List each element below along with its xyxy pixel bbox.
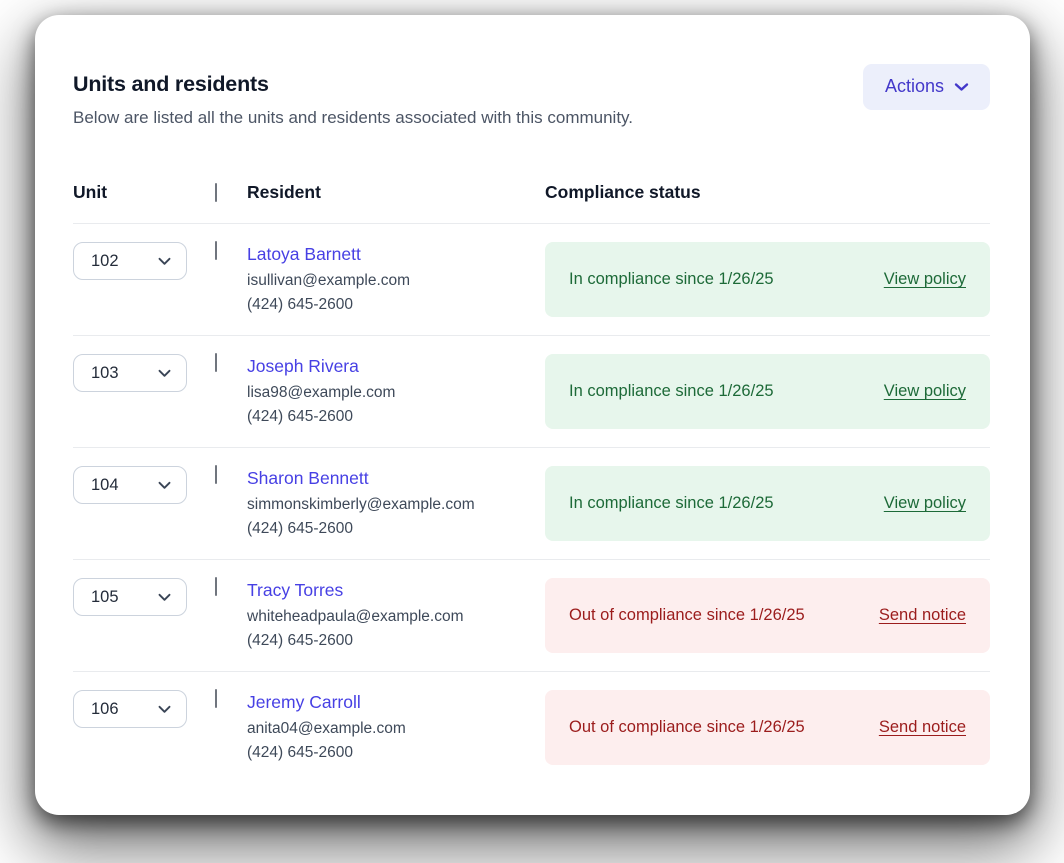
compliance-status-text: In compliance since 1/26/25 — [569, 382, 774, 400]
compliance-cell: Out of compliance since 1/26/25 Send not… — [545, 578, 990, 653]
compliance-action-link[interactable]: View policy — [883, 270, 966, 288]
unit-select-value: 106 — [91, 699, 119, 718]
unit-cell: 104 — [73, 466, 215, 504]
chevron-down-icon — [954, 82, 969, 92]
row-checkbox[interactable] — [215, 577, 217, 596]
units-and-residents-panel: Units and residents Below are listed all… — [35, 15, 1030, 815]
column-header-compliance: Compliance status — [545, 182, 701, 202]
panel-header-text: Units and residents Below are listed all… — [73, 71, 633, 130]
compliance-status-text: In compliance since 1/26/25 — [569, 494, 774, 512]
row-checkbox-cell — [215, 353, 247, 372]
compliance-badge: In compliance since 1/26/25 View policy — [545, 354, 990, 429]
resident-name-link[interactable]: Joseph Rivera — [247, 356, 359, 376]
units-table: Unit Resident Compliance status 102 La — [35, 130, 1030, 783]
resident-name-link[interactable]: Tracy Torres — [247, 580, 344, 600]
resident-email: whiteheadpaula@example.com — [247, 608, 464, 625]
compliance-cell: In compliance since 1/26/25 View policy — [545, 354, 990, 429]
row-checkbox[interactable] — [215, 353, 217, 372]
row-checkbox[interactable] — [215, 689, 217, 708]
table-row: 106 Jeremy Carroll anita04@example.com (… — [73, 672, 990, 783]
row-checkbox-cell — [215, 689, 247, 708]
column-header-resident: Resident — [247, 182, 321, 202]
resident-name-link[interactable]: Latoya Barnett — [247, 244, 361, 264]
resident-phone: (424) 645-2600 — [247, 632, 353, 649]
unit-select[interactable]: 103 — [73, 354, 187, 392]
compliance-action-link[interactable]: Send notice — [878, 718, 966, 736]
unit-select[interactable]: 102 — [73, 242, 187, 280]
resident-phone: (424) 645-2600 — [247, 520, 353, 537]
compliance-status-text: Out of compliance since 1/26/25 — [569, 606, 805, 624]
unit-select[interactable]: 106 — [73, 690, 187, 728]
select-all-checkbox-cell — [215, 182, 247, 202]
compliance-action-link[interactable]: View policy — [883, 382, 966, 400]
table-row: 102 Latoya Barnett isullivan@example.com… — [73, 224, 990, 336]
page-subtitle: Below are listed all the units and resid… — [73, 108, 634, 127]
compliance-badge: In compliance since 1/26/25 View policy — [545, 466, 990, 541]
compliance-cell: In compliance since 1/26/25 View policy — [545, 242, 990, 317]
select-all-checkbox[interactable] — [215, 182, 217, 202]
chevron-down-icon — [158, 364, 171, 383]
actions-button[interactable]: Actions — [862, 64, 990, 110]
page-title: Units and residents — [73, 72, 269, 96]
unit-select[interactable]: 104 — [73, 466, 187, 504]
row-checkbox-cell — [215, 577, 247, 596]
compliance-badge: Out of compliance since 1/26/25 Send not… — [545, 578, 990, 653]
row-checkbox-cell — [215, 241, 247, 260]
chevron-down-icon — [158, 476, 171, 495]
compliance-action-link[interactable]: Send notice — [878, 606, 966, 624]
resident-email: simmonskimberly@example.com — [247, 496, 475, 513]
table-row: 105 Tracy Torres whiteheadpaula@example.… — [73, 560, 990, 672]
table-header-row: Unit Resident Compliance status — [73, 130, 990, 224]
resident-cell: Latoya Barnett isullivan@example.com (42… — [247, 242, 545, 317]
table-row: 104 Sharon Bennett simmonskimberly@examp… — [73, 448, 990, 560]
unit-cell: 106 — [73, 690, 215, 728]
resident-name-link[interactable]: Sharon Bennett — [247, 468, 369, 488]
unit-cell: 105 — [73, 578, 215, 616]
table-body: 102 Latoya Barnett isullivan@example.com… — [73, 224, 990, 783]
unit-cell: 102 — [73, 242, 215, 280]
row-checkbox[interactable] — [215, 465, 217, 484]
resident-cell: Jeremy Carroll anita04@example.com (424)… — [247, 690, 545, 765]
row-checkbox-cell — [215, 465, 247, 484]
resident-cell: Joseph Rivera lisa98@example.com (424) 6… — [247, 354, 545, 429]
unit-cell: 103 — [73, 354, 215, 392]
unit-select-value: 102 — [91, 251, 119, 270]
resident-phone: (424) 645-2600 — [247, 296, 353, 313]
compliance-action-link[interactable]: View policy — [883, 494, 966, 512]
resident-cell: Tracy Torres whiteheadpaula@example.com … — [247, 578, 545, 653]
panel-header: Units and residents Below are listed all… — [35, 15, 1030, 130]
resident-phone: (424) 645-2600 — [247, 744, 353, 761]
compliance-cell: Out of compliance since 1/26/25 Send not… — [545, 690, 990, 765]
chevron-down-icon — [158, 588, 171, 607]
column-header-unit: Unit — [73, 182, 108, 202]
compliance-status-text: Out of compliance since 1/26/25 — [569, 718, 805, 736]
compliance-badge: In compliance since 1/26/25 View policy — [545, 242, 990, 317]
compliance-badge: Out of compliance since 1/26/25 Send not… — [545, 690, 990, 765]
unit-select-value: 103 — [91, 363, 119, 382]
unit-select[interactable]: 105 — [73, 578, 187, 616]
resident-email: isullivan@example.com — [247, 272, 411, 289]
resident-email: lisa98@example.com — [247, 384, 396, 401]
resident-phone: (424) 645-2600 — [247, 408, 353, 425]
unit-select-value: 105 — [91, 587, 119, 606]
chevron-down-icon — [158, 700, 171, 719]
actions-button-label: Actions — [884, 76, 944, 96]
table-row: 103 Joseph Rivera lisa98@example.com (42… — [73, 336, 990, 448]
resident-cell: Sharon Bennett simmonskimberly@example.c… — [247, 466, 545, 541]
unit-select-value: 104 — [91, 475, 119, 494]
resident-email: anita04@example.com — [247, 720, 406, 737]
chevron-down-icon — [158, 252, 171, 271]
row-checkbox[interactable] — [215, 241, 217, 260]
compliance-cell: In compliance since 1/26/25 View policy — [545, 466, 990, 541]
resident-name-link[interactable]: Jeremy Carroll — [247, 692, 361, 712]
compliance-status-text: In compliance since 1/26/25 — [569, 270, 774, 288]
